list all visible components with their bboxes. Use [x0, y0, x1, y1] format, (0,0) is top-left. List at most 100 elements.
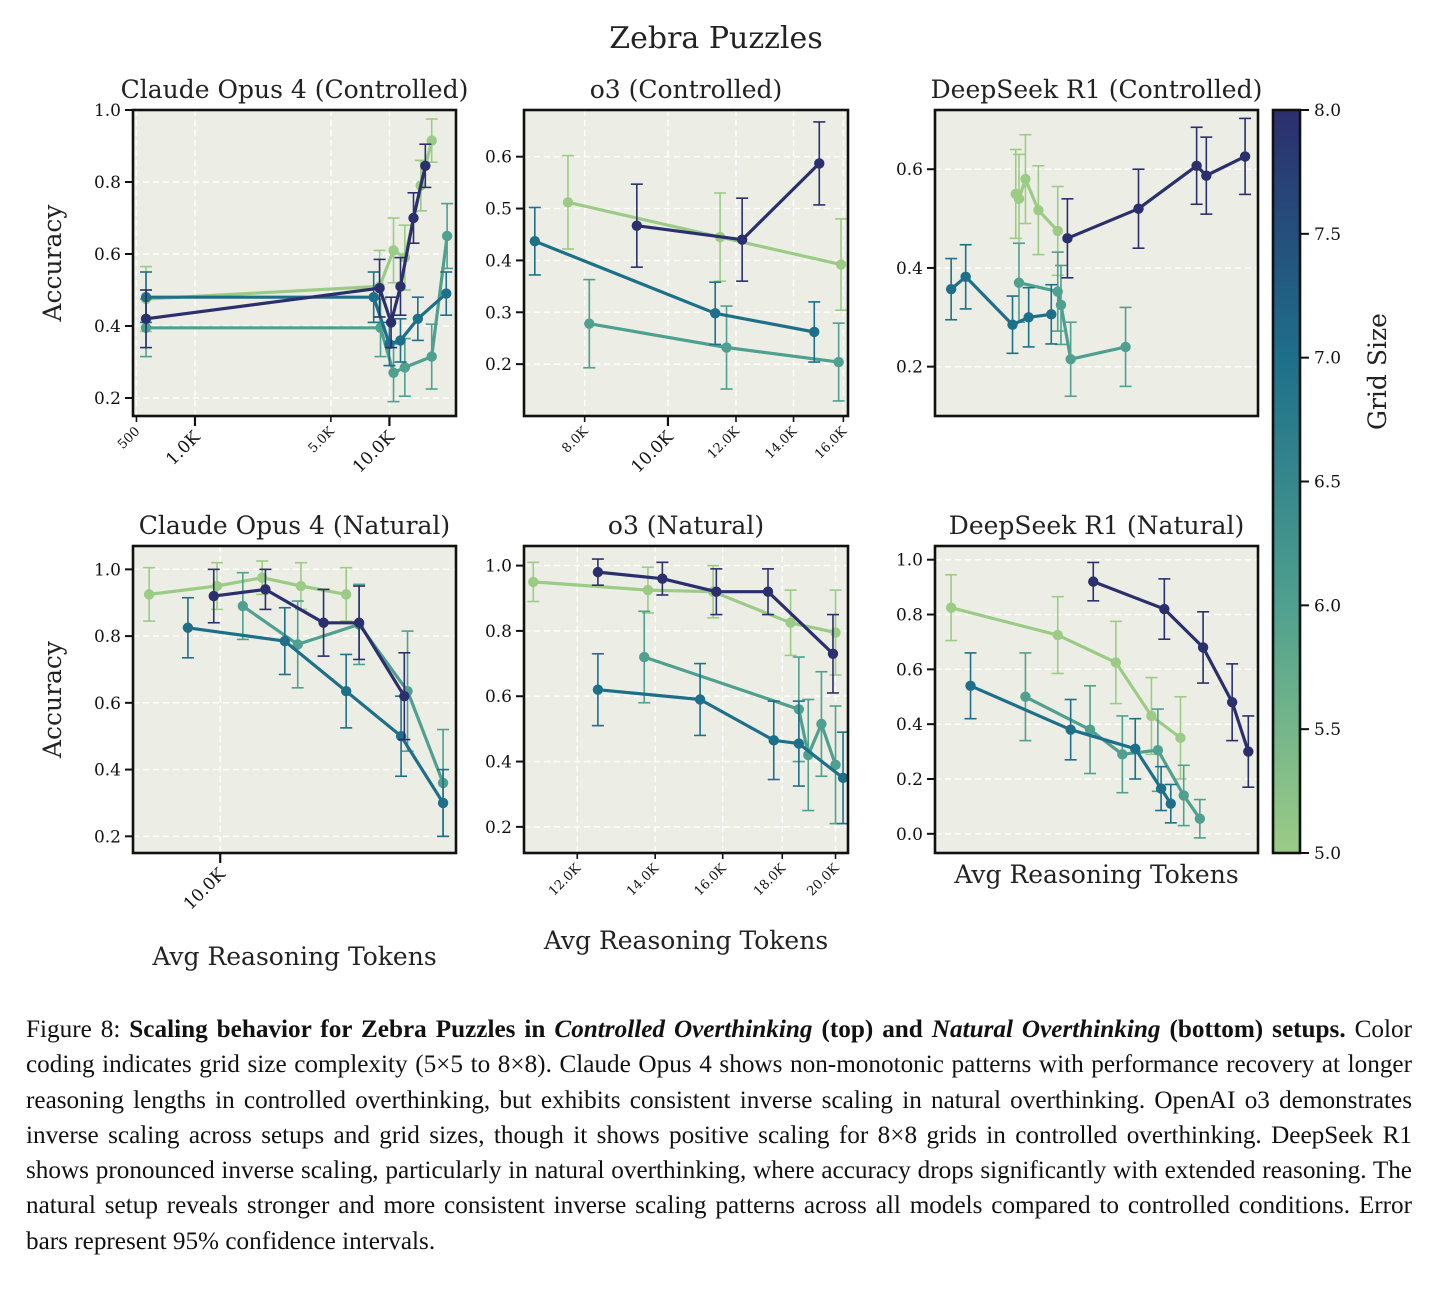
data-point	[182, 622, 194, 633]
data-point	[584, 318, 595, 329]
data-point	[945, 602, 957, 613]
data-point	[237, 600, 249, 612]
zebra-puzzles-figure: Zebra Puzzles 0.2 0.4 0.6 0.8 1.0 1.0K 10.0K 50…	[38, 21, 1392, 971]
data-point	[1130, 743, 1141, 755]
data-point	[1159, 603, 1170, 615]
series-grid-6	[1012, 242, 1132, 398]
data-point	[945, 283, 957, 295]
data-point	[1201, 170, 1212, 181]
y-tick-label: 0.6	[485, 687, 512, 707]
plot-frame	[522, 544, 850, 855]
data-point	[412, 313, 424, 324]
plot-background	[935, 546, 1258, 853]
series-grid-8	[1061, 117, 1252, 279]
data-point	[1155, 783, 1167, 794]
y-tick-label: 0.2	[94, 389, 121, 409]
colorbar-tick-label: 6.0	[1314, 596, 1341, 616]
data-point	[1052, 286, 1063, 297]
data-point	[1243, 746, 1254, 757]
data-point	[1020, 173, 1031, 185]
series-grid-7	[528, 206, 821, 363]
y-tick-label: 0.4	[94, 317, 121, 337]
data-point	[1055, 299, 1067, 311]
colorbar-tick-label: 7.5	[1314, 225, 1341, 245]
data-point	[960, 271, 971, 283]
series-grid-7	[964, 652, 1177, 824]
plot-frame	[522, 108, 850, 418]
plot-background	[935, 110, 1258, 416]
data-point	[140, 313, 152, 324]
y-tick-label: 0.2	[896, 358, 923, 378]
data-point	[642, 584, 654, 596]
data-point	[395, 281, 406, 292]
data-point	[399, 362, 411, 373]
x-tick-label: 14.0K	[624, 861, 662, 899]
data-point	[1007, 319, 1018, 330]
data-point	[1133, 203, 1144, 214]
data-point	[1062, 233, 1073, 244]
series-grid-6	[1019, 652, 1206, 839]
subplot-title: Claude Opus 4 (Natural)	[139, 511, 450, 540]
data-point	[830, 759, 841, 771]
series-grid-5	[143, 560, 353, 622]
data-point	[260, 584, 271, 595]
y-tick-label: 0.6	[896, 160, 923, 180]
y-axis-label: Accuracy	[38, 204, 67, 323]
data-point	[1033, 204, 1044, 216]
data-point	[1065, 354, 1076, 365]
colorbar-body	[1271, 108, 1302, 855]
series-grid-8	[207, 568, 411, 741]
data-point	[657, 573, 668, 584]
y-tick-label: 0.3	[485, 303, 512, 323]
data-point	[1165, 798, 1176, 809]
y-tick-label: 0.4	[485, 251, 512, 271]
data-point	[426, 135, 437, 146]
y-tick-label: 0.8	[896, 606, 923, 626]
data-point	[768, 735, 779, 746]
y-tick-label: 0.4	[896, 715, 923, 735]
subplot-title: Claude Opus 4 (Controlled)	[121, 75, 469, 104]
colorbar-tick-label: 6.5	[1314, 473, 1341, 493]
data-point	[711, 586, 722, 597]
data-point	[292, 639, 303, 650]
y-tick-label: 0.4	[94, 761, 121, 781]
series-line	[146, 292, 448, 346]
subplot-title: o3 (Controlled)	[590, 75, 783, 104]
plot-frame	[131, 544, 458, 855]
subplot-2: 0.2 0.3 0.4 0.5 0.6 10.0K 8.0K 12.0K 14.0K 16.0K o…	[485, 75, 850, 477]
data-point	[388, 367, 399, 378]
y-tick-label: 0.8	[94, 627, 121, 647]
data-point	[1065, 724, 1076, 735]
subplot-5: 0.2 0.4 0.6 0.8 1.0 12.0K 14.0K 16.0K 18.0K 20.0K…	[485, 511, 850, 955]
y-tick-label: 0.4	[896, 259, 923, 279]
data-point	[426, 351, 437, 362]
data-point	[592, 684, 604, 695]
data-point	[816, 718, 827, 730]
subplot-3: 0.2 0.4 0.6 DeepSeek R1 (Controlled)	[896, 75, 1262, 418]
y-tick-label: 1.0	[485, 557, 512, 577]
y-tick-label: 0.2	[896, 770, 923, 790]
caption-body: Color coding indicates grid size complex…	[26, 1016, 1412, 1255]
data-point	[208, 590, 219, 602]
x-tick-label: 16.0K	[812, 424, 850, 462]
data-point	[420, 160, 431, 171]
subplot-6: 0.0 0.2 0.4 0.6 0.8 1.0 DeepSeek R1 (Natural) A…	[896, 511, 1260, 889]
data-point	[399, 690, 410, 702]
colorbar-tick-label: 7.0	[1314, 349, 1341, 369]
series-grid-7	[591, 652, 850, 825]
x-tick-label: 5.0K	[306, 424, 338, 456]
x-tick-label: 1.0K	[162, 427, 204, 469]
series-grid-7	[181, 596, 450, 838]
data-point	[1046, 309, 1057, 320]
data-point	[736, 234, 748, 245]
x-tick-label: 18.0K	[751, 861, 789, 899]
subplot-1: 0.2 0.4 0.6 0.8 1.0 1.0K 10.0K 500 5.0K Claude Op…	[38, 75, 468, 477]
data-point	[721, 342, 732, 353]
x-axis-label: Avg Reasoning Tokens	[151, 942, 436, 971]
y-tick-label: 0.2	[94, 827, 121, 847]
data-point	[340, 685, 352, 697]
y-tick-label: 0.2	[485, 818, 512, 838]
data-point	[1013, 193, 1025, 205]
series-grid-7	[945, 243, 1058, 355]
figure-caption: Figure 8: Scaling behavior for Zebra Puz…	[26, 1012, 1412, 1259]
